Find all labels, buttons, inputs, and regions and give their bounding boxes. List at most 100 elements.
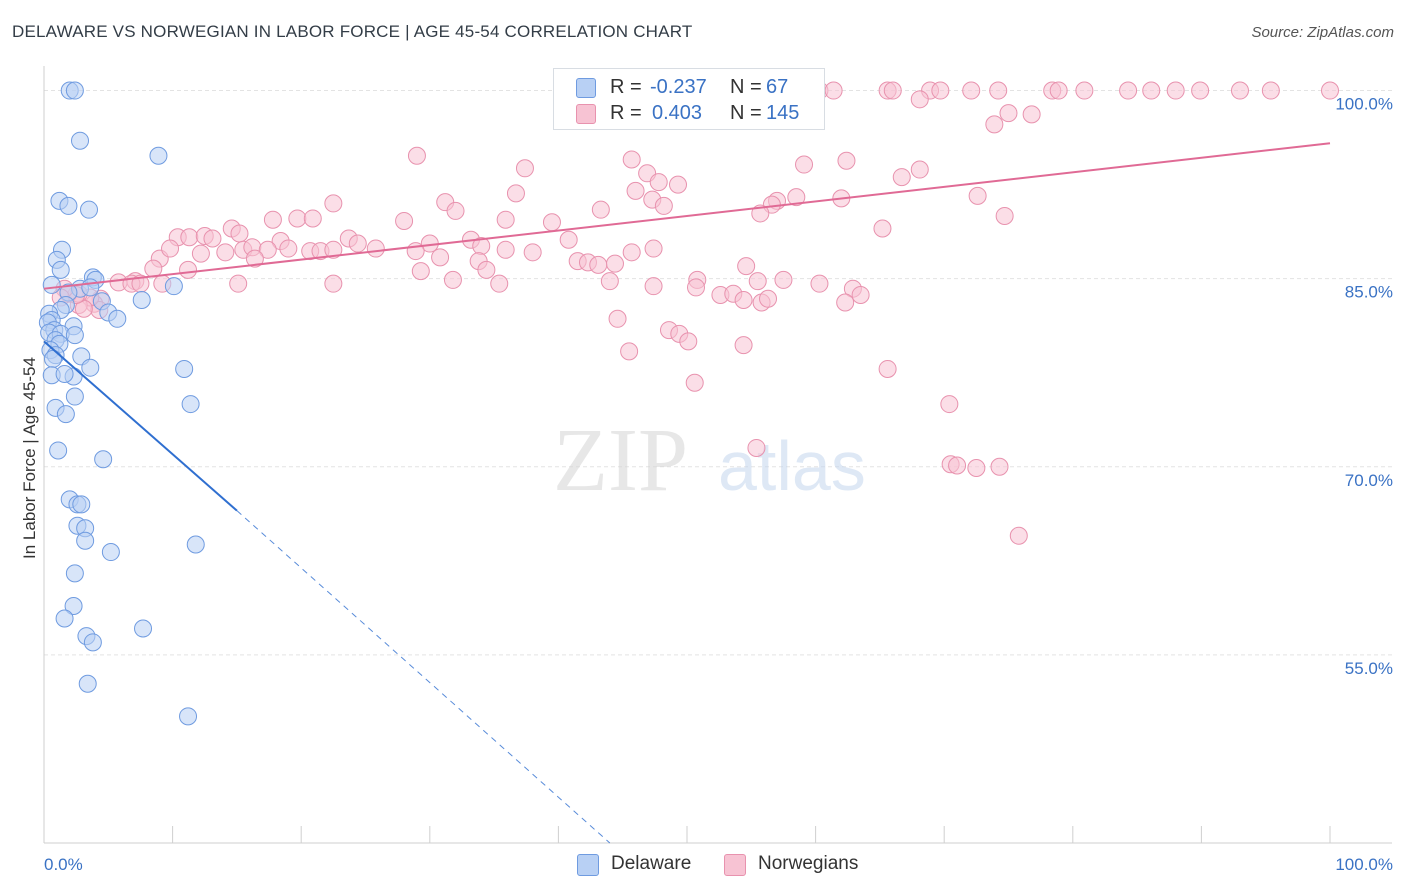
norwegian-point xyxy=(411,262,430,281)
legend-n-value-norwegians: 145 xyxy=(766,102,800,124)
delaware-point xyxy=(44,349,63,368)
delaware-point xyxy=(71,131,90,150)
series-delaware xyxy=(38,81,205,726)
norwegian-point xyxy=(446,201,465,220)
norwegian-point xyxy=(1009,526,1028,545)
norwegian-point xyxy=(245,249,264,268)
norwegian-point xyxy=(431,248,450,267)
delaware-point xyxy=(65,387,84,406)
norwegian-point xyxy=(591,200,610,219)
delaware-point xyxy=(80,200,99,219)
norwegian-point xyxy=(477,260,496,279)
delaware-point xyxy=(55,609,74,628)
norwegian-point xyxy=(1022,105,1041,124)
delaware-point xyxy=(49,441,68,460)
norwegian-point xyxy=(348,234,367,253)
norwegian-point xyxy=(668,175,687,194)
legend-label-delaware: Delaware xyxy=(611,853,692,874)
norwegian-point xyxy=(288,209,307,228)
norwegian-point xyxy=(931,81,950,100)
norwegian-point xyxy=(180,228,199,247)
norwegian-point xyxy=(324,240,343,259)
legend-box: R = -0.237 N = 67 R = 0.403 N = 145 xyxy=(553,68,825,130)
norwegian-point xyxy=(685,373,704,392)
legend-swatch-delaware xyxy=(576,78,596,98)
delaware-point xyxy=(72,495,91,514)
norwegian-point xyxy=(490,274,509,293)
norwegian-point xyxy=(679,332,698,351)
delaware-point xyxy=(51,260,70,279)
norwegian-point xyxy=(747,438,766,457)
legend-swatch-delaware xyxy=(577,854,599,876)
y-tick-label: 70.0% xyxy=(1345,471,1393,490)
norwegian-point xyxy=(620,342,639,361)
norwegian-point xyxy=(810,274,829,293)
legend-label-norwegians: Norwegians xyxy=(758,853,859,874)
delaware-point xyxy=(164,277,183,296)
delaware-point xyxy=(81,358,100,377)
delaware-point xyxy=(65,564,84,583)
norwegian-point xyxy=(851,285,870,304)
norwegian-point xyxy=(496,240,515,259)
legend-r-label: R = xyxy=(610,102,642,124)
norwegian-point xyxy=(144,259,163,278)
norwegian-point xyxy=(1261,81,1280,100)
legend-swatch-norwegians xyxy=(724,854,746,876)
norwegian-point xyxy=(748,272,767,291)
norwegian-point xyxy=(203,229,222,248)
delaware-point xyxy=(81,278,100,297)
delaware-point xyxy=(94,450,113,469)
norwegian-point xyxy=(1119,81,1138,100)
axes xyxy=(43,66,1392,844)
y-tick-label: 85.0% xyxy=(1345,283,1393,302)
x-tick-label: 0.0% xyxy=(44,855,83,874)
norwegian-point xyxy=(990,457,1009,476)
delaware-point xyxy=(64,596,83,615)
legend-n-label: N = xyxy=(730,76,762,98)
norwegian-point xyxy=(1191,81,1210,100)
norwegian-point xyxy=(687,278,706,297)
norwegian-point xyxy=(910,160,929,179)
gridlines xyxy=(44,90,1392,656)
norwegian-point xyxy=(622,150,641,169)
y-tick-label: 100.0% xyxy=(1335,95,1393,114)
norwegian-point xyxy=(605,254,624,273)
norwegian-point xyxy=(608,309,627,328)
delaware-point xyxy=(181,395,200,414)
norwegian-point xyxy=(589,255,608,274)
norwegian-point xyxy=(496,210,515,229)
norwegian-point xyxy=(366,239,385,258)
norwegian-point xyxy=(873,219,892,238)
norwegian-point xyxy=(644,277,663,296)
y-axis-label: In Labor Force | Age 45-54 xyxy=(20,357,39,559)
norwegian-point xyxy=(759,289,778,308)
legend-r-value-norwegians: 0.403 xyxy=(652,102,703,124)
norwegian-point xyxy=(1230,81,1249,100)
delaware-point xyxy=(132,290,151,309)
trend-lines xyxy=(43,142,1331,844)
norwegian-point xyxy=(968,186,987,205)
legend-n-label: N = xyxy=(730,102,762,124)
norwegian-point xyxy=(910,90,929,109)
norwegian-point xyxy=(626,181,645,200)
norwegian-point xyxy=(837,151,856,170)
norwegian-point xyxy=(787,188,806,207)
norwegian-point xyxy=(654,196,673,215)
legend-n-value-delaware: 67 xyxy=(766,76,789,98)
delaware-point xyxy=(56,405,75,424)
legend-r-value-delaware: -0.237 xyxy=(650,76,707,98)
norwegian-point xyxy=(600,272,619,291)
norwegian-point xyxy=(892,168,911,187)
norwegian-point xyxy=(443,270,462,289)
delaware-point xyxy=(108,309,127,328)
delaware-point xyxy=(59,196,78,215)
norwegian-point xyxy=(279,239,298,258)
norwegian-point xyxy=(751,204,770,223)
delaware-point xyxy=(134,619,153,638)
norwegian-point xyxy=(1166,81,1185,100)
delaware-point xyxy=(65,326,84,345)
delaware-point xyxy=(186,535,205,554)
norwegian-point xyxy=(649,173,668,192)
norwegian-point xyxy=(1142,81,1161,100)
